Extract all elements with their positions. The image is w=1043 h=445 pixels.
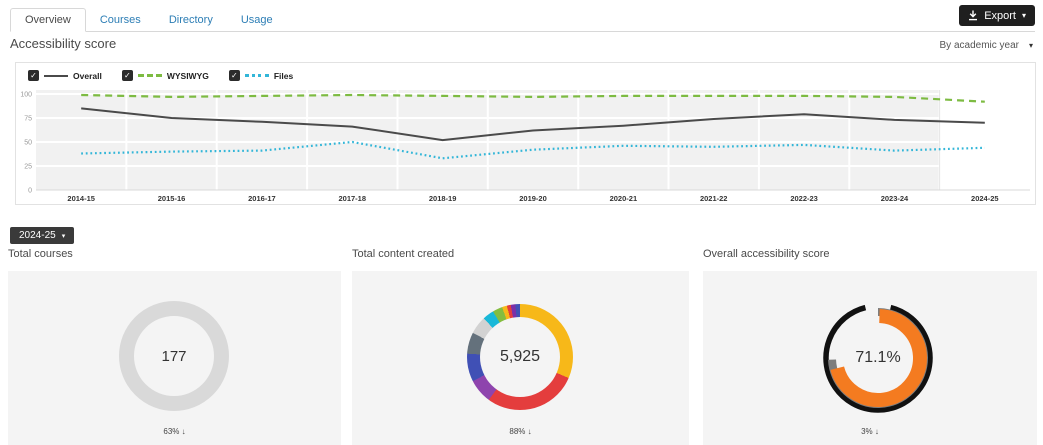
y-tick-label: 25 [24, 164, 32, 171]
total-courses-donut: 177 [119, 301, 229, 411]
x-tick-label: 2016-17 [248, 194, 276, 203]
gauge-arc-outer-ring [823, 304, 933, 413]
plot-band-2024-25 [939, 90, 1030, 190]
plot-band-2014-15 [36, 90, 127, 190]
year-selector-button[interactable]: 2024-25 ▾ [10, 227, 75, 244]
year-selector-label: 2024-25 [19, 230, 56, 241]
overall-score-change: 3% ↓ [861, 427, 879, 436]
x-tick-label: 2023-24 [881, 194, 909, 203]
legend-item-files[interactable]: ✓ Files [228, 70, 294, 81]
download-icon [969, 10, 978, 21]
gauge-arc-current-score [830, 309, 927, 407]
score-gauge-arcs [823, 304, 933, 413]
legend-label: WYSIWYG [166, 70, 209, 81]
line-sample-solid [44, 74, 68, 77]
plot-band-2022-23 [758, 90, 850, 190]
score-gauge: 71.1% [822, 302, 934, 414]
donut-hole [480, 317, 560, 397]
overall-score-card: 71.1% 3% ↓ [703, 271, 1037, 445]
plot-band-2016-17 [216, 90, 308, 190]
total-content-value: 5,925 [499, 348, 541, 365]
card-title-total-content: Total content created [352, 248, 455, 260]
x-tick-label: 2021-22 [700, 194, 728, 203]
plot-band-2020-21 [578, 90, 669, 190]
y-tick-label: 0 [28, 188, 32, 195]
x-tick-label: 2015-16 [158, 194, 186, 203]
page-title: Accessibility score [10, 36, 117, 51]
filter-label: By academic year [939, 40, 1019, 51]
plot-band-2023-24 [849, 90, 940, 190]
x-tick-label: 2024-25 [971, 194, 999, 203]
total-courses-change: 63% ↓ [163, 427, 186, 436]
tab-bar: Overview Courses Directory Usage [10, 8, 1035, 32]
y-tick-label: 50 [24, 140, 32, 147]
checkbox-checked-icon[interactable]: ✓ [228, 70, 240, 81]
caret-down-icon: ▾ [61, 232, 66, 240]
total-courses-card: 177 63% ↓ [8, 271, 341, 445]
content-types-donut: 5,925 [467, 304, 573, 410]
caret-down-icon: ▾ [1028, 41, 1033, 50]
series-line-overall [81, 107, 985, 142]
total-content-change: 88% ↓ [509, 427, 532, 436]
x-tick-label: 2018-19 [429, 194, 457, 203]
y-tick-label: 100 [20, 92, 32, 99]
export-label: Export [984, 9, 1016, 22]
x-tick-label: 2014-15 [67, 194, 95, 203]
series-line-files [81, 140, 985, 160]
legend-item-wysiwyg[interactable]: ✓ WYSIWYG [121, 70, 209, 81]
plot-band-2021-22 [668, 90, 759, 190]
plot-band-2015-16 [126, 90, 217, 190]
checkbox-checked-icon[interactable]: ✓ [121, 70, 133, 81]
line-sample-dashed [137, 74, 162, 77]
accessibility-line-chart: 0 25 50 75 100 2014-15 2015-16 2016-17 2017-18 20… [20, 90, 1030, 203]
series-line-wysiwyg [81, 93, 985, 103]
x-tick-label: 2022-23 [790, 194, 818, 203]
tab-overview[interactable]: Overview [10, 8, 86, 32]
chart-legend: ✓ Overall ✓ WYSIWYG ✓ Files [28, 70, 293, 81]
accessibility-score-chart-panel: ✓ Overall ✓ WYSIWYG ✓ Files 0 25 50 75 100 20… [15, 62, 1036, 205]
tab-courses[interactable]: Courses [99, 14, 141, 26]
line-sample-dotted [244, 74, 269, 77]
x-tick-label: 2017-18 [339, 194, 367, 203]
legend-label: Files [273, 70, 294, 81]
tab-usage[interactable]: Usage [240, 14, 273, 26]
checkbox-checked-icon[interactable]: ✓ [28, 70, 39, 81]
by-academic-year-dropdown[interactable]: By academic year ▾ [940, 40, 1034, 51]
legend-item-overall[interactable]: ✓ Overall [28, 70, 102, 81]
x-tick-label: 2019-20 [519, 194, 547, 203]
overall-score-value: 71.1% [855, 349, 901, 366]
card-title-total-courses: Total courses [8, 248, 73, 260]
export-button[interactable]: Export ▾ [959, 5, 1035, 26]
y-tick-label: 75 [24, 116, 32, 123]
tab-directory[interactable]: Directory [168, 14, 213, 26]
plot-band-2017-18 [307, 90, 398, 190]
total-content-card: 5,925 88% ↓ [352, 271, 689, 445]
plot-band-2019-20 [487, 90, 579, 190]
caret-down-icon: ▾ [1021, 10, 1026, 20]
legend-label: Overall [73, 70, 102, 81]
total-courses-value: 177 [161, 347, 187, 365]
card-title-overall-score: Overall accessibility score [703, 248, 830, 260]
x-tick-label: 2020-21 [610, 194, 638, 203]
